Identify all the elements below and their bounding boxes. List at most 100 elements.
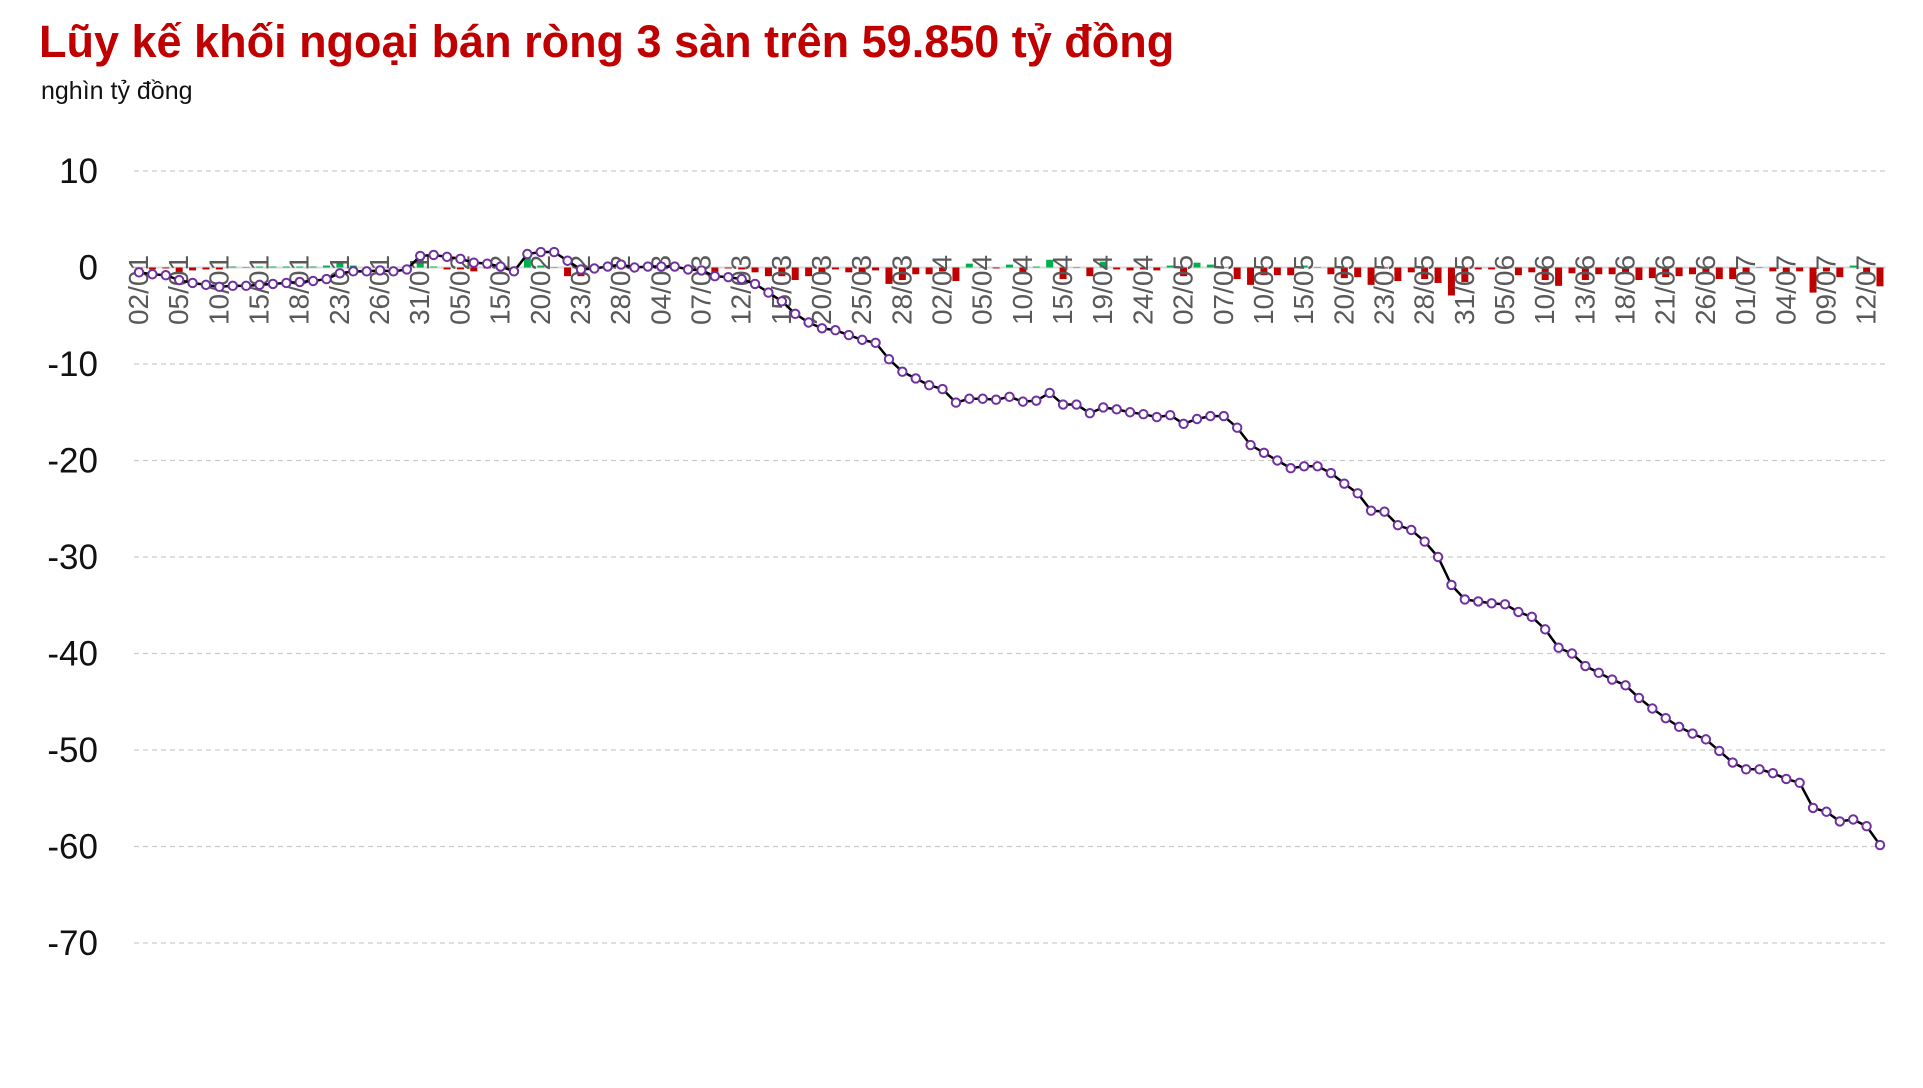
cumulative-point bbox=[1298, 461, 1310, 472]
cumulative-point bbox=[1673, 721, 1685, 733]
cumulative-point bbox=[1138, 408, 1149, 420]
cumulative-point bbox=[1687, 728, 1698, 739]
cumulative-point bbox=[1834, 816, 1846, 827]
cumulative-point bbox=[1807, 802, 1819, 814]
cumulative-point bbox=[1044, 387, 1055, 399]
cumulative-point bbox=[1620, 680, 1631, 691]
cumulative-point bbox=[1084, 408, 1096, 419]
cumulative-point bbox=[361, 266, 372, 277]
daily-bar bbox=[1233, 267, 1241, 280]
daily-bar bbox=[336, 261, 344, 268]
cumulative-point bbox=[1406, 524, 1417, 536]
cumulative-point bbox=[455, 253, 466, 265]
cumulative-point bbox=[1633, 692, 1645, 704]
cumulative-point bbox=[1647, 703, 1658, 714]
y-tick-label: -40 bbox=[47, 635, 98, 674]
daily-bar bbox=[1514, 267, 1522, 276]
cumulative-point bbox=[401, 264, 413, 275]
daily-bar bbox=[1689, 267, 1697, 275]
daily-bar bbox=[1608, 267, 1616, 275]
cumulative-point bbox=[1606, 674, 1618, 685]
y-tick-label: -20 bbox=[47, 442, 98, 481]
daily-bar bbox=[1314, 267, 1322, 268]
daily-bar bbox=[1461, 267, 1469, 282]
cumulative-point bbox=[1178, 418, 1189, 430]
daily-bar bbox=[885, 267, 893, 284]
x-tick-label: 09/07 bbox=[1810, 255, 1841, 325]
cumulative-point bbox=[1539, 624, 1551, 635]
daily-bar bbox=[778, 267, 786, 277]
cumulative-point bbox=[388, 266, 399, 277]
x-tick-label: 10/04 bbox=[1007, 255, 1038, 325]
cumulative-point bbox=[1566, 648, 1578, 659]
x-tick-label: 23/01 bbox=[324, 255, 355, 325]
x-tick-label: 20/05 bbox=[1328, 255, 1359, 325]
cumulative-point bbox=[977, 393, 988, 404]
daily-bar bbox=[189, 267, 197, 271]
cumulative-point bbox=[321, 273, 332, 285]
daily-bar bbox=[202, 267, 210, 270]
cumulative-point bbox=[763, 287, 774, 298]
daily-bar bbox=[443, 267, 451, 270]
daily-bar bbox=[1434, 267, 1442, 283]
x-tick-label: 19/04 bbox=[1087, 255, 1118, 325]
cumulative-point bbox=[441, 251, 453, 263]
x-tick-label: 05/04 bbox=[967, 255, 998, 325]
daily-bar bbox=[1153, 267, 1161, 271]
cumulative-point bbox=[1218, 410, 1229, 422]
cumulative-point bbox=[1031, 395, 1042, 406]
cumulative-point bbox=[133, 267, 145, 278]
cumulative-point bbox=[160, 270, 171, 281]
daily-bar bbox=[1273, 267, 1281, 276]
y-axis-unit: nghìn tỷ đồng bbox=[41, 77, 193, 105]
cumulative-point bbox=[468, 257, 480, 268]
daily-bar bbox=[296, 266, 304, 268]
x-tick-label: 12/03 bbox=[726, 255, 757, 325]
cumulative-point bbox=[267, 278, 279, 290]
cumulative-point bbox=[1057, 399, 1069, 410]
daily-bar bbox=[1139, 267, 1147, 270]
daily-bar bbox=[1193, 262, 1201, 268]
daily-bar bbox=[1072, 267, 1080, 268]
x-tick-label: 15/05 bbox=[1288, 255, 1319, 325]
daily-bar bbox=[1715, 267, 1723, 280]
x-tick-label: 01/07 bbox=[1730, 255, 1761, 325]
daily-bar bbox=[242, 267, 250, 268]
daily-bar bbox=[162, 267, 170, 269]
cumulative-point bbox=[1071, 399, 1082, 410]
daily-bar bbox=[1782, 267, 1790, 274]
cumulative-point bbox=[173, 274, 185, 286]
cumulative-point bbox=[589, 263, 600, 274]
cumulative-point bbox=[883, 353, 895, 365]
daily-bar bbox=[1421, 267, 1429, 280]
cumulative-point bbox=[200, 279, 212, 291]
daily-bar bbox=[1180, 267, 1188, 277]
x-tick-label: 28/05 bbox=[1409, 255, 1440, 325]
cumulative-point bbox=[1432, 551, 1444, 563]
cumulative-point bbox=[1848, 814, 1859, 825]
daily-bar bbox=[1006, 264, 1013, 268]
x-tick-label: 02/05 bbox=[1168, 255, 1199, 325]
cumulative-point bbox=[575, 264, 587, 275]
cumulative-point bbox=[964, 393, 975, 404]
cumulative-point bbox=[535, 246, 546, 258]
cumulative-point bbox=[629, 262, 640, 273]
daily-bar bbox=[738, 267, 746, 270]
y-tick-label: -70 bbox=[47, 924, 98, 963]
daily-bar bbox=[952, 267, 960, 282]
daily-bar bbox=[979, 267, 987, 268]
y-tick-label: -30 bbox=[47, 538, 98, 577]
cumulative-point bbox=[1245, 439, 1256, 451]
cumulative-point bbox=[1098, 402, 1109, 413]
daily-bar bbox=[724, 267, 732, 269]
daily-bar bbox=[1769, 267, 1777, 272]
cumulative-point bbox=[696, 265, 707, 276]
daily-bar bbox=[1528, 267, 1536, 273]
x-tick-label: 12/07 bbox=[1851, 255, 1882, 325]
x-tick-label: 02/04 bbox=[927, 255, 958, 325]
daily-bar bbox=[322, 265, 330, 268]
cumulative-point bbox=[669, 261, 680, 272]
daily-bar bbox=[1086, 267, 1094, 277]
cumulative-point bbox=[736, 273, 747, 285]
cumulative-point bbox=[1379, 506, 1390, 517]
